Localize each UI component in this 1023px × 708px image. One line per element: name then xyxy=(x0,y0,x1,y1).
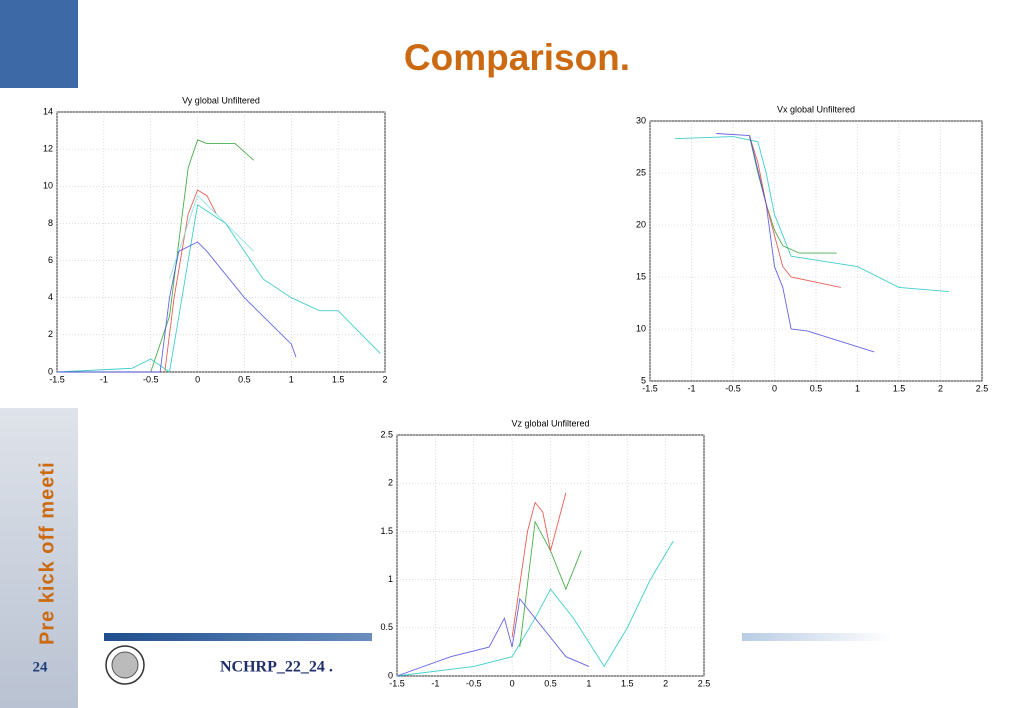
y-tick-label: 12 xyxy=(43,144,53,154)
series-line xyxy=(749,136,837,254)
series-line xyxy=(511,492,567,638)
series-line xyxy=(716,133,875,353)
y-tick-label: 10 xyxy=(43,181,53,191)
x-tick-label: -0.5 xyxy=(466,678,482,688)
series-line xyxy=(749,136,841,288)
side-bar xyxy=(0,408,78,708)
side-text: Pre kick off meeti xyxy=(36,461,58,645)
x-tick-label: 0.5 xyxy=(544,678,557,688)
x-tick-label: -1 xyxy=(431,678,439,688)
x-tick-label: 2 xyxy=(382,374,387,384)
series-line xyxy=(56,204,381,373)
series-line xyxy=(57,241,297,373)
y-tick-label: 30 xyxy=(636,115,646,125)
footer-bar xyxy=(104,633,374,641)
x-tick-label: 0 xyxy=(195,374,200,384)
y-tick-label: 10 xyxy=(636,323,646,333)
x-tick-label: -1 xyxy=(100,374,108,384)
series-line xyxy=(396,597,590,677)
y-tick-label: 0 xyxy=(388,670,393,680)
x-tick-label: 0 xyxy=(510,678,515,688)
series-line xyxy=(150,139,255,373)
x-tick-label: 2.5 xyxy=(698,678,711,688)
x-tick-label: 1 xyxy=(855,383,860,393)
x-tick-label: 2 xyxy=(663,678,668,688)
y-tick-label: 6 xyxy=(48,255,53,265)
y-tick-label: 5 xyxy=(641,375,646,385)
chart-title: Vx global Unfiltered xyxy=(777,104,855,114)
series-line xyxy=(674,136,949,293)
x-tick-label: 1 xyxy=(289,374,294,384)
page-number: 24 xyxy=(33,659,49,675)
logo xyxy=(105,645,145,685)
y-tick-label: 8 xyxy=(48,218,53,228)
y-tick-label: 0.5 xyxy=(380,622,393,632)
x-tick-label: -0.5 xyxy=(143,374,159,384)
y-tick-label: 1.5 xyxy=(380,526,393,536)
y-tick-label: 14 xyxy=(43,106,53,116)
slide-title: Comparison. xyxy=(404,37,630,78)
x-tick-label: 0 xyxy=(772,383,777,393)
y-tick-label: 0 xyxy=(48,366,53,376)
x-tick-label: 2 xyxy=(938,383,943,393)
x-tick-label: 1.5 xyxy=(621,678,634,688)
series-line xyxy=(396,540,674,677)
plot-area xyxy=(56,111,386,373)
x-tick-label: 1 xyxy=(586,678,591,688)
x-tick-label: -0.5 xyxy=(725,383,741,393)
x-tick-label: 2.5 xyxy=(976,383,989,393)
y-tick-label: 4 xyxy=(48,292,53,302)
x-tick-label: 1.5 xyxy=(893,383,906,393)
corner-block xyxy=(0,0,78,88)
y-tick-label: 2.5 xyxy=(380,429,393,439)
x-tick-label: -1.5 xyxy=(49,374,65,384)
series-line xyxy=(164,189,217,373)
x-tick-label: -1.5 xyxy=(642,383,658,393)
x-tick-label: 1.5 xyxy=(332,374,345,384)
y-tick-label: 2 xyxy=(388,478,393,488)
y-tick-label: 25 xyxy=(636,167,646,177)
y-tick-label: 15 xyxy=(636,271,646,281)
footer-text: NCHRP_22_24 . xyxy=(220,659,333,676)
x-tick-label: -1.5 xyxy=(389,678,405,688)
x-tick-label: -1 xyxy=(687,383,695,393)
chart-title: Vy global Unfiltered xyxy=(182,95,260,105)
y-tick-label: 20 xyxy=(636,219,646,229)
footer-bar xyxy=(742,633,892,641)
series-line xyxy=(169,194,255,280)
y-tick-label: 2 xyxy=(48,329,53,339)
x-tick-label: 0.5 xyxy=(810,383,823,393)
chart-title: Vz global Unfiltered xyxy=(511,418,589,428)
y-tick-label: 1 xyxy=(388,574,393,584)
x-tick-label: 0.5 xyxy=(238,374,251,384)
